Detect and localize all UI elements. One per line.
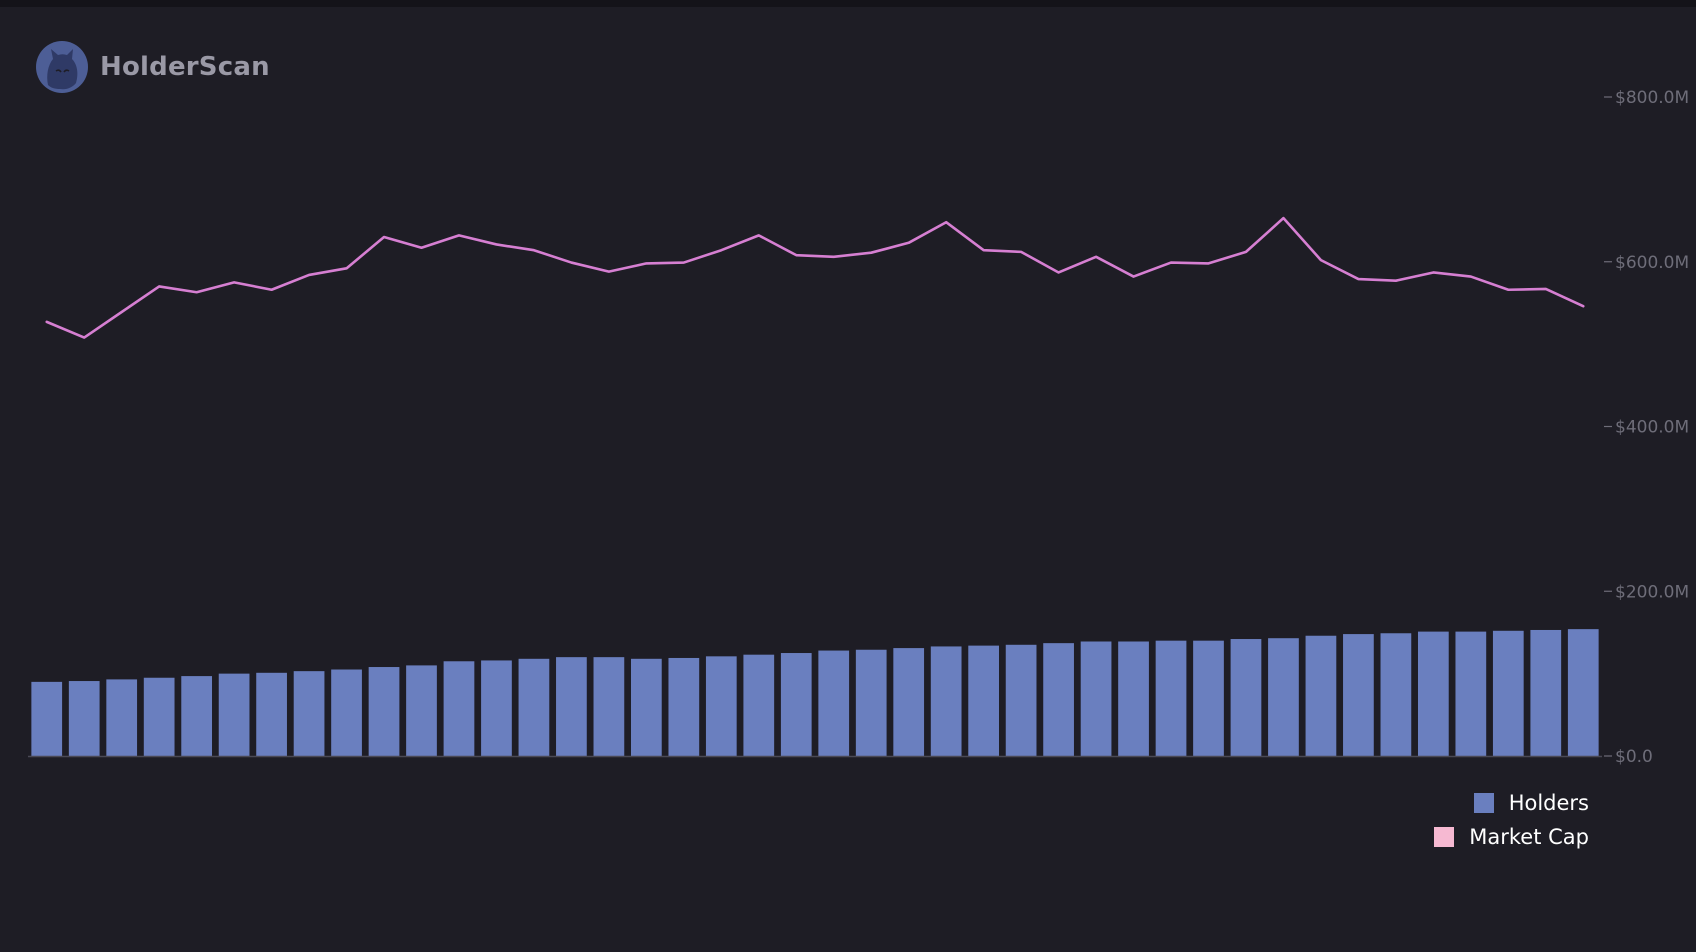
holders-bar[interactable] — [1230, 639, 1262, 756]
brand-name: HolderScan — [100, 52, 270, 82]
holders-bar[interactable] — [1155, 640, 1187, 756]
holders-bar[interactable] — [1268, 638, 1299, 756]
holders-bar[interactable] — [1080, 641, 1112, 757]
holders-bar[interactable] — [1380, 633, 1412, 756]
holders-bar[interactable] — [293, 671, 325, 756]
holders-bar[interactable] — [143, 677, 175, 756]
holders-bar[interactable] — [743, 654, 775, 756]
legend-item-market-cap[interactable]: Market Cap — [1434, 820, 1589, 854]
holders-bar[interactable] — [705, 656, 737, 756]
holders-bar[interactable] — [1530, 629, 1562, 756]
holders-bar[interactable] — [780, 653, 812, 756]
holders-bar[interactable] — [31, 681, 63, 756]
holders-bar[interactable] — [930, 646, 962, 756]
holders-bars — [31, 629, 1599, 757]
legend-label-holders: Holders — [1508, 791, 1589, 815]
holders-bar[interactable] — [1118, 641, 1149, 757]
holders-bar[interactable] — [481, 660, 512, 756]
holders-bar[interactable] — [818, 650, 850, 756]
holders-bar[interactable] — [556, 657, 587, 756]
y-axis-tick-label: $800.0M — [1615, 88, 1689, 108]
holders-bar[interactable] — [1492, 630, 1524, 756]
holders-bar[interactable] — [443, 661, 475, 756]
holders-bar[interactable] — [893, 648, 925, 756]
holders-bar[interactable] — [406, 665, 437, 756]
legend-swatch-market-cap — [1434, 827, 1455, 847]
holders-bar[interactable] — [1343, 634, 1374, 756]
holders-bar[interactable] — [593, 657, 625, 756]
holders-bar[interactable] — [256, 672, 287, 756]
y-axis: $0.0 $200.0M $400.0M $600.0M $800.0M — [1604, 88, 1689, 767]
holders-bar[interactable] — [181, 676, 213, 756]
legend-swatch-holders — [1473, 793, 1494, 813]
brand[interactable]: HolderScan — [36, 41, 270, 93]
legend-label-market-cap: Market Cap — [1469, 825, 1589, 849]
holders-bar[interactable] — [368, 667, 400, 756]
cat-head-icon — [36, 41, 88, 93]
market-cap-line — [45, 216, 1585, 339]
holders-bar[interactable] — [1043, 643, 1074, 756]
top-edge-strip — [0, 0, 1696, 7]
holders-bar[interactable] — [106, 679, 138, 756]
holders-bar[interactable] — [68, 681, 100, 756]
holders-bar[interactable] — [1455, 631, 1487, 756]
chart-legend: Holders Market Cap — [1434, 786, 1589, 854]
holders-bar[interactable] — [218, 673, 250, 757]
holders-bar[interactable] — [1305, 635, 1337, 756]
holders-bar[interactable] — [1005, 644, 1037, 756]
holders-bar[interactable] — [518, 658, 550, 756]
y-axis-tick-label: $400.0M — [1615, 418, 1689, 438]
holders-bar[interactable] — [855, 649, 887, 756]
y-axis-tick-label: $600.0M — [1615, 253, 1689, 273]
y-axis-tick-label: $0.0 — [1615, 747, 1653, 767]
legend-item-holders[interactable]: Holders — [1473, 786, 1589, 820]
holders-bar[interactable] — [1417, 631, 1449, 756]
y-axis-tick-label: $200.0M — [1615, 582, 1689, 602]
holders-bar[interactable] — [1567, 629, 1599, 756]
holders-bar[interactable] — [630, 658, 662, 756]
holders-bar[interactable] — [968, 645, 1000, 756]
holders-bar[interactable] — [1193, 640, 1224, 756]
holders-bar[interactable] — [331, 669, 362, 756]
holders-bar[interactable] — [668, 657, 700, 756]
